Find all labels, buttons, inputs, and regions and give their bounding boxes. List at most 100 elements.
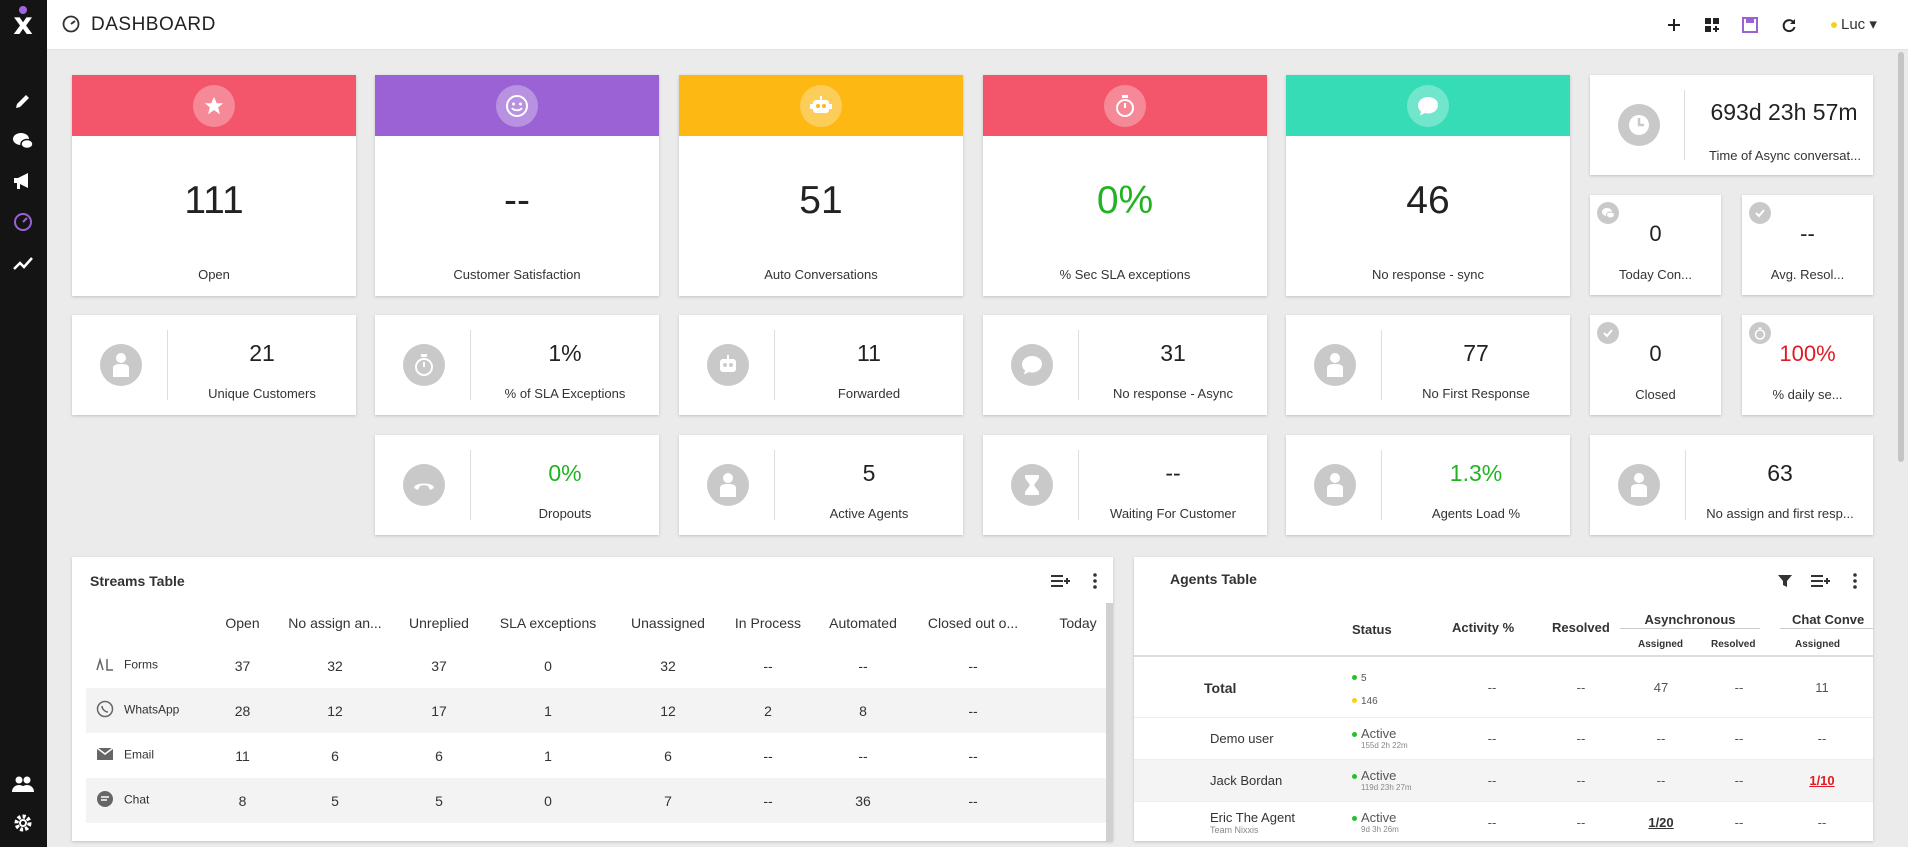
column-header[interactable]: SLA exceptions: [499, 615, 597, 631]
table-cell: 28: [210, 688, 275, 733]
kpi-value: 21: [249, 340, 275, 366]
column-header[interactable]: Closed out o...: [927, 615, 1019, 631]
kpi-card-agents-load[interactable]: 1.3% Agents Load %: [1286, 435, 1570, 535]
table-row[interactable]: Email 11 6 6 1 6 -- -- --: [86, 733, 1113, 778]
load-link[interactable]: 1/20: [1622, 801, 1700, 841]
column-header[interactable]: Unreplied: [409, 615, 469, 631]
person-icon: [707, 464, 749, 506]
kpi-card-no-assign-first-response[interactable]: 63 No assign and first resp...: [1590, 435, 1873, 535]
table-row[interactable]: Eric The Agent Team Nixxis Active 9d 3h 26…: [1134, 801, 1873, 841]
table-row[interactable]: WhatsApp 28 12 17 1 12 2 8 --: [86, 688, 1113, 733]
kpi-card-waiting-for-customer[interactable]: -- Waiting For Customer: [983, 435, 1267, 535]
kpi-card-closed[interactable]: 0 Closed: [1590, 315, 1721, 415]
kpi-card-async-time[interactable]: 693d 23h 57m Time of Async conversat...: [1590, 75, 1873, 175]
kpi-card-no-first-response[interactable]: 77 No First Response: [1286, 315, 1570, 415]
column-header[interactable]: Assigned: [1638, 639, 1684, 650]
table-cell: --: [763, 747, 773, 764]
more-options-icon[interactable]: [1844, 570, 1866, 592]
stopwatch-icon: [403, 344, 445, 386]
save-icon[interactable]: [1738, 13, 1762, 37]
kpi-value: 0: [1649, 221, 1662, 246]
kpi-card-sla-exceptions[interactable]: 0% % Sec SLA exceptions: [983, 75, 1267, 296]
column-header[interactable]: Automated: [829, 615, 897, 631]
column-group-header[interactable]: Asynchronous: [1644, 612, 1736, 627]
kpi-value: --: [1165, 460, 1181, 486]
table-cell: --: [1700, 801, 1778, 841]
kpi-card-sla-exceptions-pct[interactable]: 1% % of SLA Exceptions: [375, 315, 659, 415]
kpi-label: Agents Load %: [1431, 506, 1521, 521]
settings-gear-icon[interactable]: [9, 809, 37, 837]
table-cell: [1033, 733, 1113, 778]
robot-icon: [800, 84, 842, 127]
load-link[interactable]: 1/10: [1778, 759, 1866, 802]
kpi-card-unique-customers[interactable]: 21 Unique Customers: [72, 315, 356, 415]
kpi-card-no-response-async[interactable]: 31 No response - Async: [983, 315, 1267, 415]
kpi-card-avg-resolution[interactable]: -- Avg. Resol...: [1742, 195, 1873, 295]
column-header[interactable]: Resolved: [1552, 620, 1610, 635]
kpi-value: 31: [1160, 340, 1186, 366]
streams-header-row: Open No assign an... Unreplied SLA excep…: [86, 603, 1113, 643]
add-widget-icon[interactable]: [1700, 13, 1724, 37]
more-options-icon[interactable]: [1084, 570, 1106, 592]
logo[interactable]: x: [13, 6, 33, 42]
kpi-card-open[interactable]: 111 Open: [72, 75, 356, 296]
total-row[interactable]: Total 5 146 -- -- 47 -- 11: [1134, 659, 1873, 718]
pencil-icon[interactable]: [9, 87, 37, 115]
kpi-card-active-agents[interactable]: 5 Active Agents: [679, 435, 963, 535]
person-icon: [1314, 344, 1356, 386]
users-icon[interactable]: [9, 770, 37, 798]
kpi-card-no-response-sync[interactable]: 46 No response - sync: [1286, 75, 1570, 296]
column-header[interactable]: Open: [225, 615, 260, 631]
table-scrollbar[interactable]: [1106, 603, 1113, 841]
column-header[interactable]: Today: [1059, 615, 1097, 631]
column-header[interactable]: Assigned: [1795, 639, 1841, 650]
kpi-card-auto-conversations[interactable]: 51 Auto Conversations: [679, 75, 963, 296]
status-time: 9d 3h 26m: [1361, 825, 1399, 834]
add-icon[interactable]: [1662, 13, 1686, 37]
kpi-card-forwarded[interactable]: 11 Forwarded: [679, 315, 963, 415]
column-header[interactable]: Status: [1352, 622, 1392, 637]
user-menu[interactable]: Luc ▾: [1831, 15, 1877, 33]
kpi-value: 111: [184, 179, 244, 222]
kpi-card-dropouts[interactable]: 0% Dropouts: [375, 435, 659, 535]
column-header[interactable]: Activity %: [1452, 620, 1515, 635]
column-header[interactable]: Resolved: [1711, 639, 1756, 650]
agent-name: Eric The Agent: [1210, 809, 1296, 825]
table-cell: --: [858, 657, 868, 674]
column-list-icon[interactable]: [1049, 570, 1071, 592]
page-scrollbar[interactable]: [1898, 52, 1904, 462]
kpi-label: Today Con...: [1619, 267, 1692, 282]
table-cell: 11: [1778, 659, 1866, 718]
filter-icon[interactable]: [1774, 570, 1796, 592]
dashboard-gauge-icon[interactable]: [9, 208, 37, 236]
robot-icon: [707, 344, 749, 386]
kpi-label: Avg. Resol...: [1770, 267, 1845, 282]
column-group-header[interactable]: Chat Conve: [1792, 612, 1865, 627]
column-header[interactable]: No assign an...: [288, 615, 382, 631]
kpi-card-daily-sla[interactable]: 100% % daily se...: [1742, 315, 1873, 415]
kpi-card-today-conversations[interactable]: 0 Today Con...: [1590, 195, 1721, 295]
refresh-icon[interactable]: [1777, 13, 1801, 37]
table-cell: 8: [813, 688, 913, 733]
stream-name: Forms: [124, 657, 158, 672]
kpi-label: % of SLA Exceptions: [504, 386, 626, 401]
table-row[interactable]: Demo user Active 155d 2h 22m -- -- -- -- …: [1134, 717, 1873, 760]
analytics-icon[interactable]: [9, 249, 37, 277]
table-cell: --: [1700, 717, 1778, 760]
status-time: 119d 23h 27m: [1361, 783, 1412, 792]
column-header[interactable]: Unassigned: [631, 615, 705, 631]
kpi-value: 1%: [548, 340, 582, 366]
kpi-label: Auto Conversations: [764, 267, 878, 282]
column-header[interactable]: In Process: [734, 615, 802, 631]
table-row[interactable]: Jack Bordan Active 119d 23h 27m -- -- -- …: [1134, 759, 1873, 802]
kpi-card-satisfaction[interactable]: -- Customer Satisfaction: [375, 75, 659, 296]
table-row[interactable]: Forms 37 32 37 0 32 -- -- --: [86, 643, 1113, 688]
table-cell: --: [1540, 759, 1622, 802]
table-cell: --: [1444, 759, 1540, 802]
chat-bubbles-icon[interactable]: [9, 127, 37, 155]
table-cell: 36: [813, 778, 913, 823]
megaphone-icon[interactable]: [9, 167, 37, 195]
column-list-icon[interactable]: [1809, 570, 1831, 592]
table-cell: --: [858, 747, 868, 764]
table-row[interactable]: Chat 8 5 5 0 7 -- 36 --: [86, 778, 1113, 823]
